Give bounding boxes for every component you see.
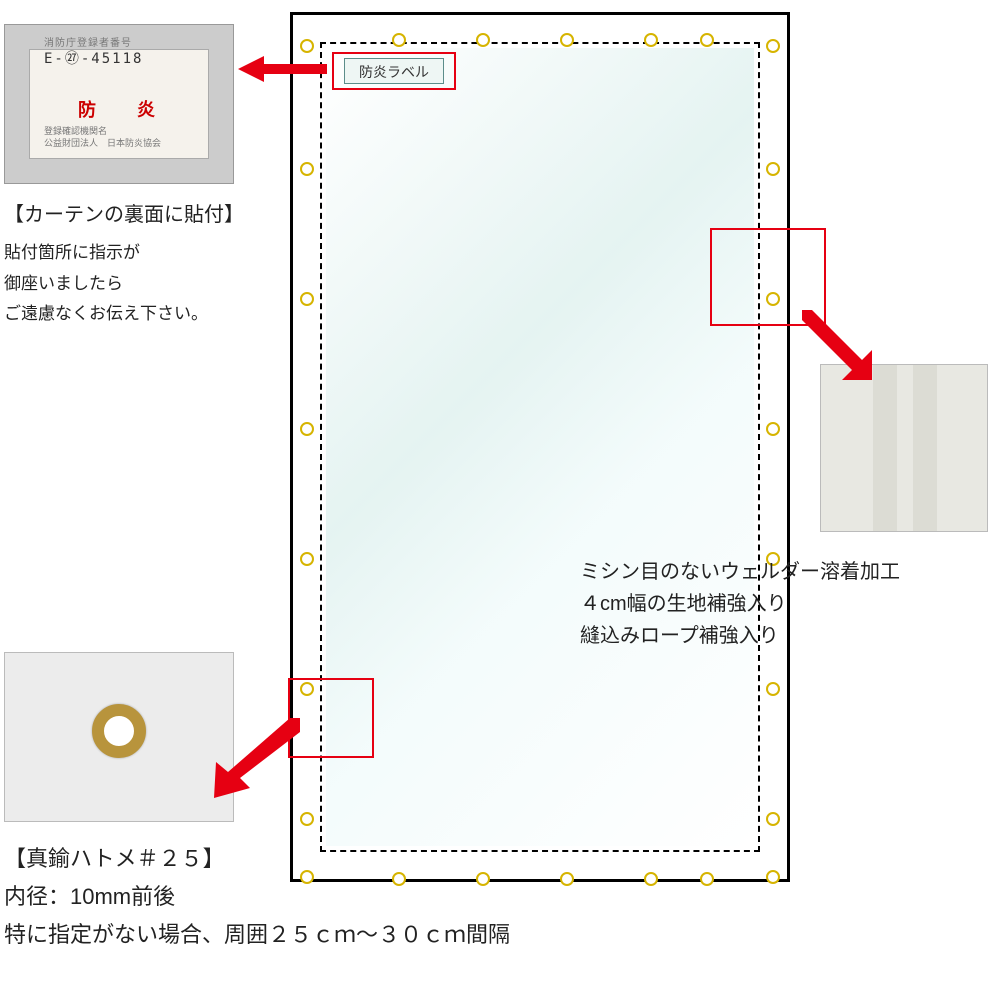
grommet-hole <box>300 162 314 176</box>
label-photo-line1: 消防庁登録者番号 <box>44 34 132 49</box>
grommet-hole <box>766 292 780 306</box>
callout-grommet-line1: 内径：10mm前後 <box>4 880 175 913</box>
grommet-hole <box>560 33 574 47</box>
arrow-to-label-photo <box>262 64 327 74</box>
grommet-hole <box>300 812 314 826</box>
grommet-hole <box>300 292 314 306</box>
callout-curtain-back-body1: 貼付箇所に指示が <box>4 238 208 269</box>
grommet-hole <box>300 682 314 696</box>
grommet-ring-illustration <box>92 704 146 758</box>
label-photo-line5: 公益財団法人 日本防炎協会 <box>44 136 161 149</box>
grommet-hole <box>644 33 658 47</box>
grommet-hole <box>392 872 406 886</box>
arrow-to-welder-photo <box>802 310 872 380</box>
grommet-hole <box>300 870 314 884</box>
grommet-hole <box>476 33 490 47</box>
arrow-to-grommet-photo <box>200 718 300 798</box>
grommet-hole <box>766 682 780 696</box>
callout-welder-line3: 縫込みロープ補強入り <box>580 620 900 652</box>
callout-curtain-back-body: 貼付箇所に指示が 御座いましたら ご遠慮なくお伝え下さい。 <box>4 238 208 330</box>
callout-welder-line2: ４cm幅の生地補強入り <box>580 588 900 620</box>
grommet-hole <box>392 33 406 47</box>
label-photo-line2: E-㉗-45118 <box>44 48 143 68</box>
grommet-hole <box>700 872 714 886</box>
callout-curtain-back-title: 【カーテンの裏面に貼付】 <box>4 200 244 230</box>
curtain-sheet-vinyl <box>326 48 754 846</box>
grommet-hole <box>766 870 780 884</box>
grommet-hole <box>560 872 574 886</box>
callout-curtain-back-body2: 御座いましたら <box>4 269 208 300</box>
grommet-hole <box>766 812 780 826</box>
grommet-hole <box>644 872 658 886</box>
grommet-hole <box>700 33 714 47</box>
grommet-hole <box>476 872 490 886</box>
photo-welder-edge <box>820 364 988 532</box>
callout-welder-line1: ミシン目のないウェルダー溶着加工 <box>580 556 900 588</box>
grommet-hole <box>766 39 780 53</box>
callout-welder: ミシン目のないウェルダー溶着加工 ４cm幅の生地補強入り 縫込みロープ補強入り <box>580 556 900 652</box>
callout-grommet-line2: 特に指定がない場合、周囲２５ｃｍ～３０ｃｍ間隔 <box>4 918 510 951</box>
callout-grommet-title: 【真鍮ハトメ＃２５】 <box>4 842 225 875</box>
arrow-to-label-photo-head <box>238 56 264 82</box>
grommet-hole <box>766 162 780 176</box>
label-photo-big: 防 炎 <box>78 96 173 122</box>
callout-curtain-back-body3: ご遠慮なくお伝え下さい。 <box>4 299 208 330</box>
grommet-hole <box>300 39 314 53</box>
grommet-hole <box>766 422 780 436</box>
grommet-hole <box>300 422 314 436</box>
flame-label: 防炎ラベル <box>344 58 444 84</box>
grommet-hole <box>300 552 314 566</box>
